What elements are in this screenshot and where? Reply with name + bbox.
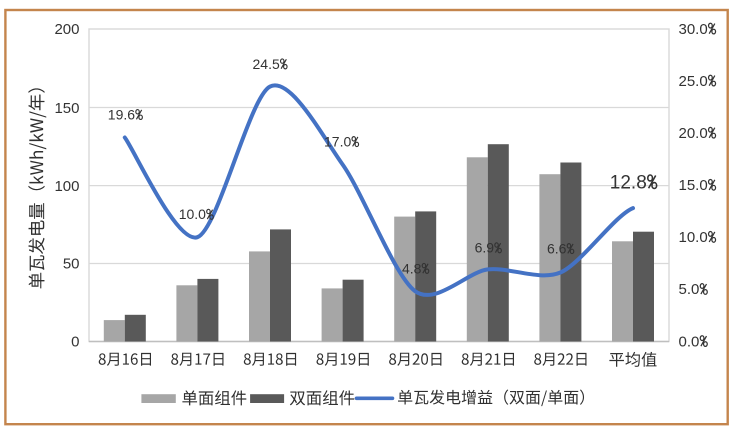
svg-text:17.0: 17.0 bbox=[324, 134, 351, 150]
svg-text:50: 50 bbox=[63, 256, 80, 273]
svg-text:25.0: 25.0 bbox=[679, 73, 708, 90]
svg-text:6.9: 6.9 bbox=[475, 240, 495, 256]
svg-text:30.0: 30.0 bbox=[679, 21, 708, 38]
svg-text:20.0: 20.0 bbox=[679, 125, 708, 142]
svg-text:100: 100 bbox=[54, 178, 79, 195]
svg-text:0: 0 bbox=[71, 333, 79, 350]
svg-text:4.8: 4.8 bbox=[402, 260, 422, 276]
svg-text:10.0: 10.0 bbox=[179, 206, 206, 222]
svg-text:0.0: 0.0 bbox=[679, 333, 700, 350]
svg-text:10.0: 10.0 bbox=[679, 229, 708, 246]
svg-text:5.0: 5.0 bbox=[679, 281, 700, 298]
svg-text:6.6: 6.6 bbox=[547, 241, 567, 257]
svg-text:200: 200 bbox=[54, 21, 79, 38]
svg-text:19.6: 19.6 bbox=[108, 106, 135, 122]
svg-text:150: 150 bbox=[54, 100, 79, 117]
svg-text:24.5: 24.5 bbox=[253, 56, 280, 72]
svg-text:12.8: 12.8 bbox=[610, 173, 647, 194]
svg-text:15.0: 15.0 bbox=[679, 177, 708, 194]
